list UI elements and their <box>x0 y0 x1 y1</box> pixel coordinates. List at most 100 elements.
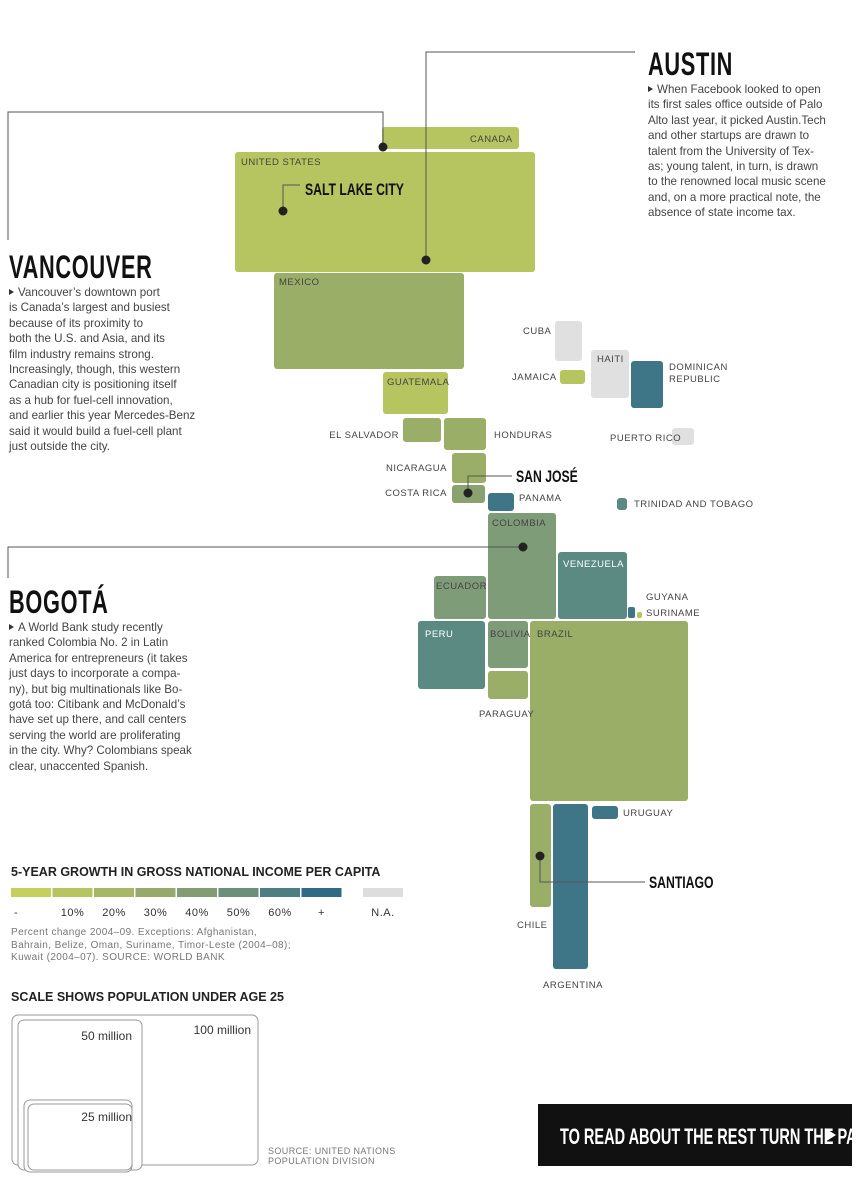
country-label: SURINAME <box>646 608 700 619</box>
country <box>560 370 585 384</box>
callout-title: BOGOTÁ <box>9 584 109 620</box>
text-line: just outside the city. <box>9 440 110 454</box>
country <box>382 127 519 149</box>
country <box>488 513 556 619</box>
legend-label: 20% <box>102 907 126 919</box>
country-label: BRAZIL <box>537 629 573 640</box>
leader-lines <box>7 51 645 883</box>
legend: - 10% 20% 30% 40% 50% 60% + N.A. <box>11 888 403 919</box>
text-line: and other startups are drawn to <box>648 129 810 143</box>
country <box>637 612 642 618</box>
city-dot <box>535 851 545 861</box>
legend-note: Percent change 2004–09. Exceptions: Afgh… <box>11 927 291 965</box>
legend-swatch <box>177 888 217 897</box>
text-line: clear, unaccented Spanish. <box>9 759 149 773</box>
text-line: and earlier this year Mercedes-Benz <box>9 409 196 423</box>
legend-label: N.A. <box>371 907 394 919</box>
country-label: ECUADOR <box>436 581 487 592</box>
legend-swatch <box>52 888 93 897</box>
country <box>235 152 535 272</box>
country-label: COSTA RICA <box>385 488 447 499</box>
city-label: SANTIAGO <box>649 874 714 892</box>
country-label: NICARAGUA <box>386 463 447 474</box>
leader-line <box>425 51 635 260</box>
turn-page-button[interactable]: TO READ ABOUT THE REST TURN THE PAGE <box>538 1104 862 1166</box>
text-line: because of its proximity to <box>9 316 144 330</box>
city-label: SAN JOSÉ <box>516 467 578 487</box>
legend-label: 60% <box>268 907 292 919</box>
scale-title: SCALE SHOWS POPULATION UNDER AGE 25 <box>11 990 284 1004</box>
country <box>383 372 448 414</box>
city-dot <box>421 255 431 265</box>
country-label: PUERTO RICO <box>610 433 681 444</box>
country <box>591 350 629 398</box>
legend-swatch <box>260 888 300 897</box>
callout-text: A World Bank study recently ranked Colomb… <box>9 620 192 774</box>
country <box>488 671 528 699</box>
legend-swatch <box>301 888 342 897</box>
country-label: REPUBLIC <box>669 374 721 385</box>
country-label: URUGUAY <box>623 808 673 819</box>
legend-swatch <box>135 888 176 897</box>
callout-title: AUSTIN <box>648 46 734 82</box>
text-line: absence of state income tax. <box>648 206 796 220</box>
country <box>617 498 627 510</box>
button-label: TO READ ABOUT THE REST TURN THE PAGE <box>560 1124 862 1149</box>
country-label: GUYANA <box>646 592 689 603</box>
text-line: America for entrepreneurs (it takes <box>9 651 188 665</box>
country <box>672 428 694 445</box>
legend-label: 30% <box>144 907 168 919</box>
text-line: Bahrain, Belize, Oman, Suriname, Timor-L… <box>11 939 291 951</box>
scale-boxes <box>11 1014 259 1173</box>
city-dot <box>278 206 288 216</box>
text-line: to the renowned local music scene <box>648 175 826 189</box>
country <box>555 321 582 361</box>
legend-label: + <box>318 907 325 919</box>
text-line: and, on a more practical note, the <box>648 190 821 204</box>
text-line: SOURCE: UNITED NATIONS <box>268 1146 396 1156</box>
legend-label: - <box>14 907 18 919</box>
legend-swatch <box>94 888 134 897</box>
country <box>274 273 464 369</box>
text-line: have set up there, and call centers <box>9 713 187 727</box>
country <box>628 607 635 618</box>
text-line: both the U.S. and Asia, and its <box>9 332 165 346</box>
leader-line <box>539 856 645 883</box>
text-line: just days to incorporate a compa- <box>9 667 181 681</box>
country-label: HONDURAS <box>494 430 552 441</box>
country <box>530 621 688 801</box>
text-line: ranked Colombia No. 2 in Latin <box>9 636 169 650</box>
country <box>403 418 441 442</box>
country-label: CANADA <box>470 134 513 145</box>
text-line: POPULATION DIVISION <box>268 1156 375 1166</box>
callout-text: Vancouver’s downtown port is Canada’s lar… <box>9 285 195 454</box>
text-line: its first sales office outside of Palo <box>648 98 823 112</box>
text-line: is Canada’s largest and busiest <box>9 301 170 315</box>
legend-label: 50% <box>227 907 251 919</box>
text-line: Vancouver’s downtown port <box>9 285 195 300</box>
arrow-icon <box>825 1128 836 1142</box>
city-dot <box>378 142 388 152</box>
country <box>553 804 588 969</box>
text-line: Increasingly, though, this western <box>9 363 181 377</box>
text-line: as; young talent, in turn, is drawn <box>648 160 819 174</box>
scale-box <box>27 1103 133 1171</box>
text-line: When Facebook looked to open <box>648 82 826 97</box>
country <box>434 576 486 619</box>
country <box>631 361 663 408</box>
legend-swatch <box>11 888 51 897</box>
text-line: Kuwait (2004–07). SOURCE: WORLD BANK <box>11 952 225 963</box>
text-line: said it would build a fuel-cell plant <box>9 424 182 438</box>
country <box>558 552 627 619</box>
text-line: serving the world are proliferating <box>9 728 181 742</box>
country-label: BOLIVIA <box>490 629 531 640</box>
country <box>488 621 528 668</box>
text-line: Percent change 2004–09. Exceptions: Afgh… <box>11 927 258 938</box>
text-line: ny), but big multinationals like Bo- <box>9 682 183 696</box>
scale-label: 50 million <box>81 1029 132 1043</box>
country-labels: CANADA UNITED STATES MEXICO GUATEMALA EL… <box>241 134 753 991</box>
country-label: HAITI <box>597 354 624 365</box>
country-label: CUBA <box>523 326 552 337</box>
text-line: talent from the University of Tex- <box>648 144 815 158</box>
